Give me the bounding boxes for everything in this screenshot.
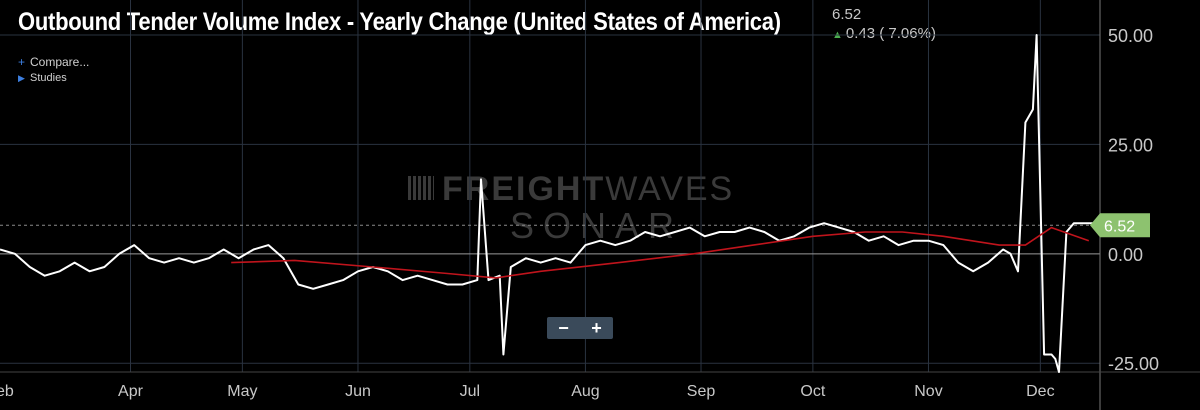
x-tick-label: Oct (800, 383, 825, 400)
x-tick-label: Nov (914, 383, 942, 400)
x-tick-label: Feb (0, 383, 14, 400)
freightwaves-logo: FREIGHTWAVES (408, 170, 734, 209)
x-tick-label: Aug (571, 383, 599, 400)
plus-icon: + (18, 55, 26, 69)
last-value: 6.52 (832, 6, 862, 23)
zoom-in-button[interactable]: + (591, 318, 602, 338)
chart-title: Outbound Tender Volume Index - Yearly Ch… (18, 8, 781, 36)
x-tick-label: Jun (345, 383, 371, 400)
last-value-badge (1090, 213, 1150, 238)
y-tick-label: -25.00 (1108, 354, 1159, 374)
zoom-controls: − + (547, 317, 613, 339)
last-value-badge-label: 6.52 (1104, 218, 1135, 235)
logo-bars-icon (408, 176, 434, 200)
series-line-main (0, 34, 1100, 373)
triangle-right-icon: ▶ (18, 73, 25, 83)
x-tick-label: Dec (1026, 383, 1054, 400)
compare-label: Compare... (30, 55, 90, 69)
y-tick-label: 50.00 (1108, 26, 1153, 46)
logo-text-thin: WAVES (605, 170, 735, 208)
x-tick-label: Jul (460, 383, 480, 400)
studies-button[interactable]: ▶ Studies (18, 72, 67, 84)
sonar-logo: SONAR (510, 205, 684, 246)
compare-button[interactable]: + Compare... (18, 55, 89, 69)
logo-text-bold: FREIGHT (442, 170, 606, 208)
zoom-out-button[interactable]: − (558, 318, 569, 338)
x-tick-label: Apr (118, 383, 144, 400)
change-text: 0.43 ( 7.06%) (845, 25, 936, 42)
studies-label: Studies (30, 72, 67, 84)
series-line-average (231, 226, 1090, 279)
x-tick-label: May (227, 383, 257, 400)
y-tick-label: 25.00 (1108, 135, 1153, 155)
x-tick-label: Sep (687, 383, 716, 400)
y-tick-label: 0.00 (1108, 245, 1143, 265)
